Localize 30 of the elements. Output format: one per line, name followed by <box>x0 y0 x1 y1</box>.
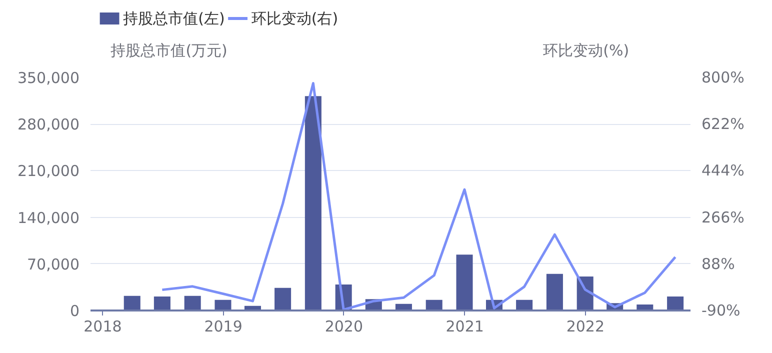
y-tick-label: 280,000 <box>17 116 80 134</box>
y-tick-label: 140,000 <box>17 208 80 227</box>
bar <box>274 288 292 310</box>
y2-tick-label: 266% <box>702 208 744 226</box>
x-tick-label: 2020 <box>324 318 364 336</box>
y-tick-label: 70,000 <box>27 255 80 274</box>
y2-tick-label: 444% <box>702 162 744 180</box>
y-tick-label: 0 <box>70 302 80 320</box>
x-tick-label: 2021 <box>446 318 484 336</box>
y2-axis-title: 环比变动(%) <box>543 42 630 60</box>
y2-tick-label: 88% <box>702 254 735 273</box>
x-tick-label: 2019 <box>204 318 242 336</box>
x-tick-label: 2018 <box>84 318 122 336</box>
line-series <box>160 82 677 310</box>
bar <box>124 296 140 310</box>
bar <box>546 274 563 310</box>
bar <box>304 96 322 310</box>
y2-tick-label: -90% <box>702 302 740 320</box>
bar <box>667 296 684 310</box>
legend-label: 持股总市值(左) <box>123 10 225 28</box>
x-tick-label: 2022 <box>566 318 605 336</box>
y2-tick-label: 622% <box>702 115 744 134</box>
bar <box>456 254 473 310</box>
y-axis-title: 持股总市值(万元) <box>110 42 228 60</box>
legend-label: 环比变动(右) <box>251 10 338 28</box>
y-tick-label: 210,000 <box>17 162 80 180</box>
y2-tick-label: 800% <box>702 68 744 86</box>
bar <box>154 296 170 310</box>
y-tick-label: 350,000 <box>17 69 80 87</box>
bar <box>184 296 201 310</box>
